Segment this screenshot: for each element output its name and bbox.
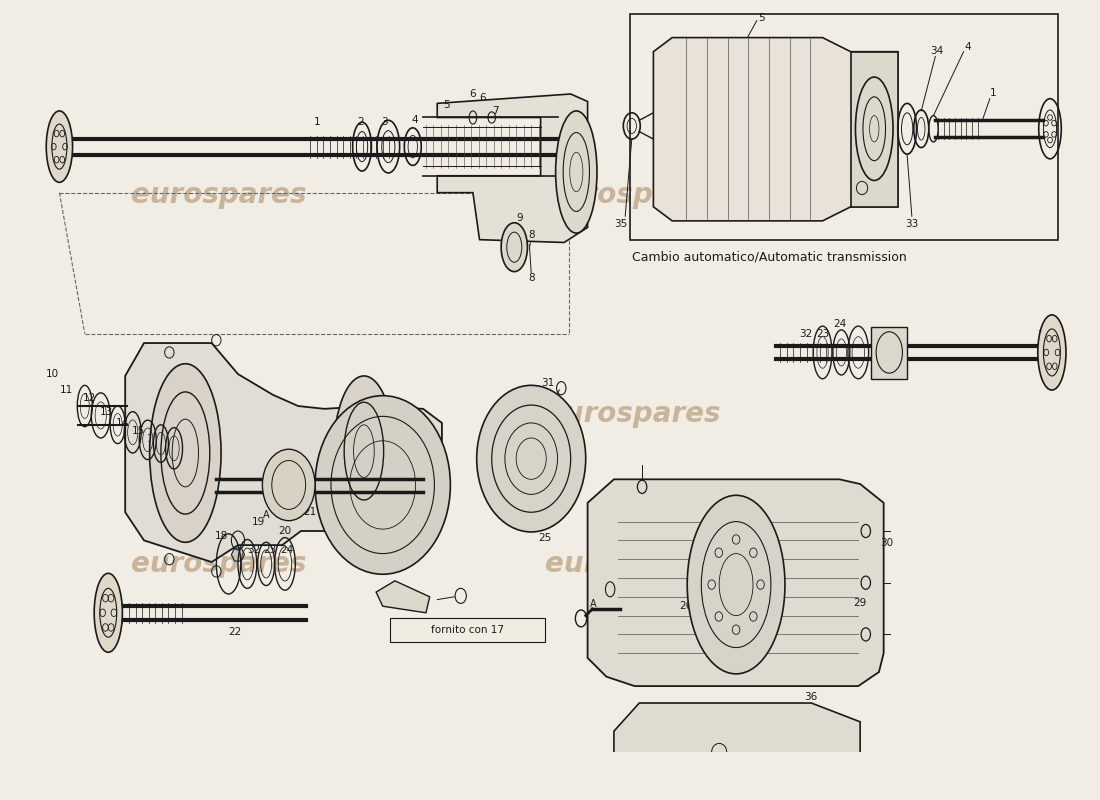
Text: 35: 35 bbox=[614, 218, 627, 229]
Polygon shape bbox=[125, 343, 442, 562]
Text: fornito con 17: fornito con 17 bbox=[431, 625, 504, 634]
Text: 3: 3 bbox=[382, 117, 388, 127]
Text: 8: 8 bbox=[528, 230, 535, 240]
Text: 23: 23 bbox=[816, 329, 829, 338]
Text: 27: 27 bbox=[695, 602, 708, 611]
Text: 4: 4 bbox=[411, 115, 418, 126]
Text: 12: 12 bbox=[82, 394, 96, 403]
Ellipse shape bbox=[315, 396, 450, 574]
Text: 30: 30 bbox=[880, 538, 893, 548]
Text: 5: 5 bbox=[758, 13, 764, 23]
Ellipse shape bbox=[333, 376, 394, 526]
Text: 9: 9 bbox=[517, 213, 524, 223]
Bar bbox=[871, 327, 908, 378]
Polygon shape bbox=[376, 581, 430, 613]
Ellipse shape bbox=[150, 364, 221, 542]
Text: eurospares: eurospares bbox=[544, 399, 720, 427]
Text: 29: 29 bbox=[854, 598, 867, 608]
Text: eurospares: eurospares bbox=[544, 182, 720, 210]
Text: 26: 26 bbox=[680, 602, 693, 611]
Text: 36: 36 bbox=[805, 692, 818, 702]
Ellipse shape bbox=[1037, 315, 1066, 390]
Text: 1: 1 bbox=[314, 117, 320, 127]
Text: 1: 1 bbox=[990, 88, 997, 98]
Text: eurospares: eurospares bbox=[131, 550, 307, 578]
Text: 10: 10 bbox=[45, 369, 58, 379]
Text: 13: 13 bbox=[100, 406, 113, 417]
Text: 2: 2 bbox=[356, 117, 363, 127]
Text: 20: 20 bbox=[278, 526, 292, 536]
Ellipse shape bbox=[95, 574, 122, 652]
Text: 25: 25 bbox=[539, 533, 552, 542]
Text: eurospares: eurospares bbox=[544, 550, 720, 578]
Text: 8: 8 bbox=[528, 273, 535, 283]
Text: 15: 15 bbox=[132, 426, 145, 436]
Text: 14: 14 bbox=[116, 418, 129, 428]
Text: 22: 22 bbox=[1037, 330, 1050, 339]
Text: 6: 6 bbox=[470, 89, 476, 99]
Polygon shape bbox=[614, 703, 860, 770]
Bar bbox=[630, 14, 1057, 240]
Ellipse shape bbox=[688, 495, 785, 674]
Text: 6: 6 bbox=[478, 93, 485, 102]
Ellipse shape bbox=[502, 222, 527, 272]
Text: 18: 18 bbox=[214, 530, 228, 541]
Polygon shape bbox=[231, 548, 244, 561]
Bar bbox=[390, 618, 546, 642]
Ellipse shape bbox=[476, 386, 585, 532]
Text: A: A bbox=[263, 510, 270, 520]
Ellipse shape bbox=[263, 450, 315, 521]
Text: 34: 34 bbox=[931, 46, 944, 56]
Ellipse shape bbox=[556, 111, 597, 233]
Text: eurospares: eurospares bbox=[131, 399, 307, 427]
Text: 4: 4 bbox=[964, 42, 970, 52]
Text: 24: 24 bbox=[280, 545, 294, 555]
Text: eurospares: eurospares bbox=[131, 182, 307, 210]
Text: 19: 19 bbox=[252, 517, 265, 526]
Text: Cambio automatico/Automatic transmission: Cambio automatico/Automatic transmission bbox=[631, 250, 906, 263]
Ellipse shape bbox=[46, 111, 73, 182]
Text: 33: 33 bbox=[905, 218, 918, 229]
Polygon shape bbox=[587, 479, 883, 686]
Text: 21: 21 bbox=[304, 507, 317, 518]
Polygon shape bbox=[653, 38, 898, 221]
Text: 31: 31 bbox=[541, 378, 554, 389]
Text: 7: 7 bbox=[492, 106, 498, 116]
Text: 32: 32 bbox=[248, 545, 261, 555]
Text: 28: 28 bbox=[724, 615, 737, 626]
Text: 16: 16 bbox=[146, 434, 160, 444]
Text: A: A bbox=[590, 599, 596, 610]
Text: 5: 5 bbox=[443, 100, 450, 110]
Bar bbox=[850, 52, 898, 206]
Text: 17: 17 bbox=[164, 441, 177, 450]
Text: 23: 23 bbox=[263, 545, 276, 555]
Text: 24: 24 bbox=[833, 319, 846, 330]
Text: 11: 11 bbox=[60, 385, 74, 395]
Polygon shape bbox=[437, 94, 587, 242]
Text: 32: 32 bbox=[799, 329, 812, 338]
Text: 22: 22 bbox=[229, 626, 242, 637]
